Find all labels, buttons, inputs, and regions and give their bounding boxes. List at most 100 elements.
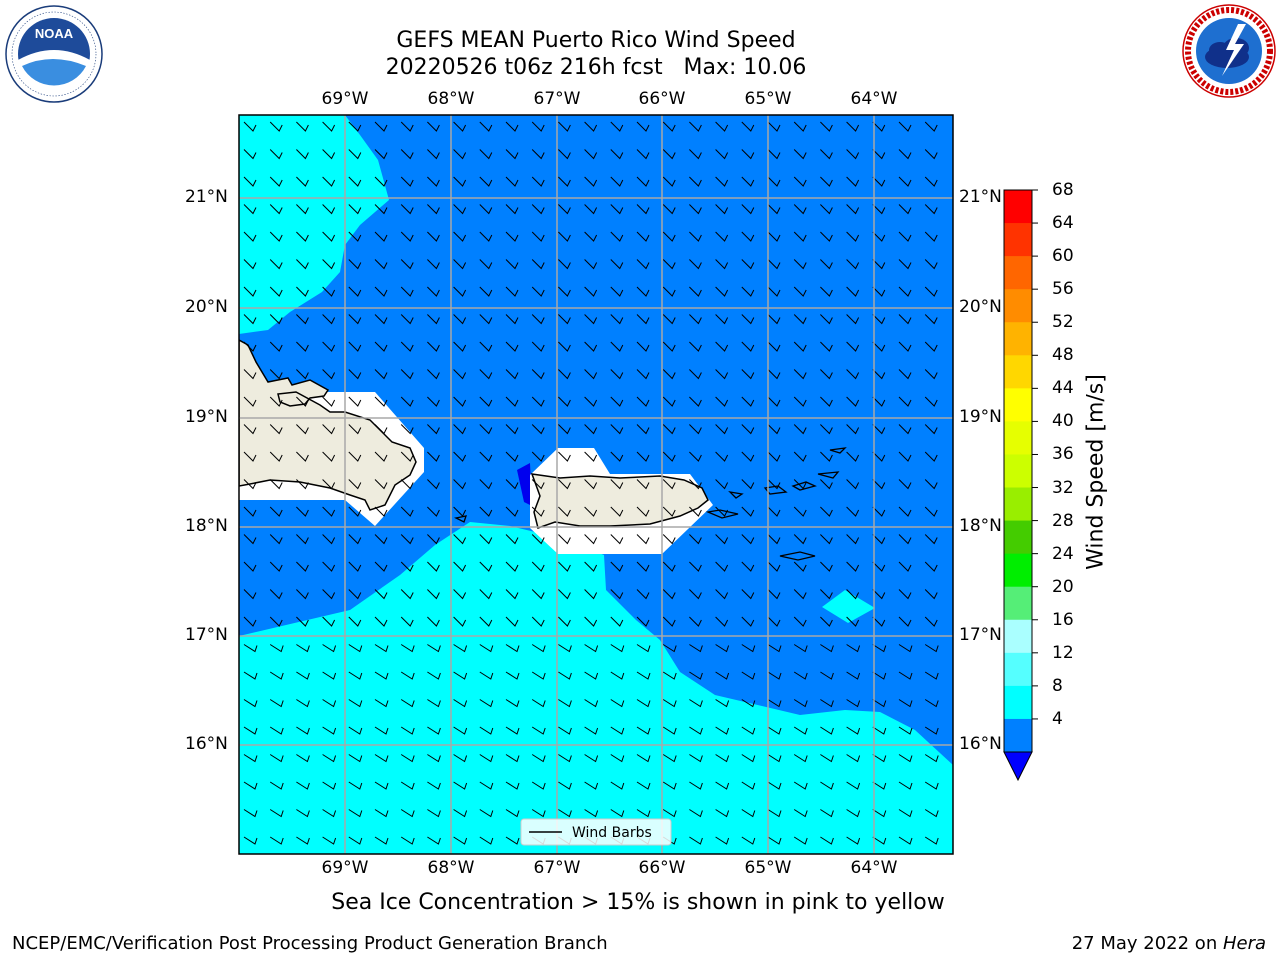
wind-barb (296, 314, 309, 325)
wind-barb (584, 314, 598, 325)
wind-barb (296, 616, 309, 627)
wind-barb (479, 231, 493, 242)
lat-label-right: 16°N (959, 734, 1002, 754)
wind-barb (872, 149, 886, 160)
wind-barb (584, 809, 599, 818)
wind-barb (584, 671, 599, 680)
wind-barb (898, 644, 913, 653)
wind-barb (479, 616, 493, 627)
wind-barb (898, 231, 912, 242)
colorbar-under-arrow (1003, 751, 1033, 782)
wind-barb (610, 781, 625, 790)
wind-barb (558, 451, 571, 462)
wind-barb (558, 781, 572, 790)
wind-barb (322, 616, 336, 627)
wind-barb (767, 809, 782, 818)
wind-barb (636, 396, 650, 407)
cyan-patch-small (822, 590, 875, 623)
wind-barb (243, 396, 257, 407)
wind-barb (793, 121, 807, 132)
wind-barb (584, 534, 598, 545)
wind-barb (348, 396, 362, 407)
wind-barb (636, 176, 650, 187)
wind-barb (741, 121, 755, 132)
wind-barb (924, 616, 938, 627)
wind-barb (610, 286, 624, 297)
wind-barb (374, 534, 388, 545)
wind-barb (400, 149, 414, 160)
wind-barb (741, 259, 755, 270)
wind-barb (322, 176, 336, 187)
wind-barb (374, 616, 388, 627)
wind-barb (741, 204, 755, 215)
colorbar-tick-label: 56 (1052, 279, 1074, 300)
colorbar-segment (1004, 619, 1032, 654)
wind-barb (348, 149, 362, 160)
wind-barb (400, 451, 414, 462)
wind-barb (479, 781, 494, 790)
wind-barb (479, 396, 493, 407)
wind-barb (846, 369, 860, 380)
wind-barb (793, 671, 808, 680)
wind-barb (269, 534, 283, 545)
wind-barb (505, 809, 520, 818)
colorbar-segment (1004, 487, 1032, 522)
wind-barb (269, 149, 283, 160)
wind-barb (689, 534, 702, 545)
wind-barb (610, 259, 624, 270)
wind-barb (898, 396, 912, 407)
wind-barb (820, 341, 833, 352)
wind-barb (584, 341, 598, 352)
wind-barb (243, 809, 258, 818)
legend-label: Wind Barbs (572, 825, 652, 841)
wind-barb (531, 396, 545, 407)
wind-barb (374, 809, 389, 818)
wind-barb (636, 644, 651, 653)
wind-barb (636, 534, 650, 545)
wind-barb (741, 369, 755, 380)
wind-barb (322, 231, 336, 242)
wind-barb (348, 231, 362, 242)
wind-barb (872, 231, 886, 242)
wind-barb (820, 479, 833, 490)
wind-barb (348, 836, 363, 845)
wind-barb (479, 424, 493, 435)
wind-barb (715, 561, 729, 572)
colorbar-tick-label: 64 (1052, 213, 1074, 234)
wind-barb (374, 176, 388, 187)
wind-barb (400, 534, 414, 545)
island-tortola (817, 471, 840, 479)
wind-barb (715, 781, 730, 790)
wind-barb (374, 231, 388, 242)
colorbar-tick-label: 48 (1052, 345, 1074, 366)
wind-barb (898, 314, 912, 325)
wind-barb (610, 341, 624, 352)
wind-barb (610, 589, 624, 600)
wind-barb (715, 286, 729, 297)
wind-barb (531, 754, 546, 763)
wind-barb (558, 699, 572, 708)
wind-barb (479, 451, 493, 462)
wind-barb (689, 424, 702, 435)
wind-barb (820, 671, 834, 680)
lat-label-left: 17°N (185, 625, 228, 645)
wind-barb (427, 671, 441, 680)
wind-barb (689, 369, 702, 380)
wind-barb (610, 616, 624, 627)
wind-barb (322, 561, 336, 572)
wind-barb (531, 149, 545, 160)
wind-barb (453, 726, 468, 735)
wind-barb (662, 149, 676, 160)
wind-barb (872, 534, 886, 545)
wind-barb (427, 726, 441, 735)
wind-barb (715, 341, 729, 352)
wind-barb (505, 726, 520, 735)
wind-barb (636, 314, 650, 325)
wind-barb (741, 589, 755, 600)
wind-barb (820, 616, 833, 627)
wind-barb (767, 589, 781, 600)
wind-barb (820, 781, 834, 790)
wind-barb (374, 754, 389, 763)
wind-barb (269, 699, 284, 708)
wind-barb (427, 259, 440, 270)
